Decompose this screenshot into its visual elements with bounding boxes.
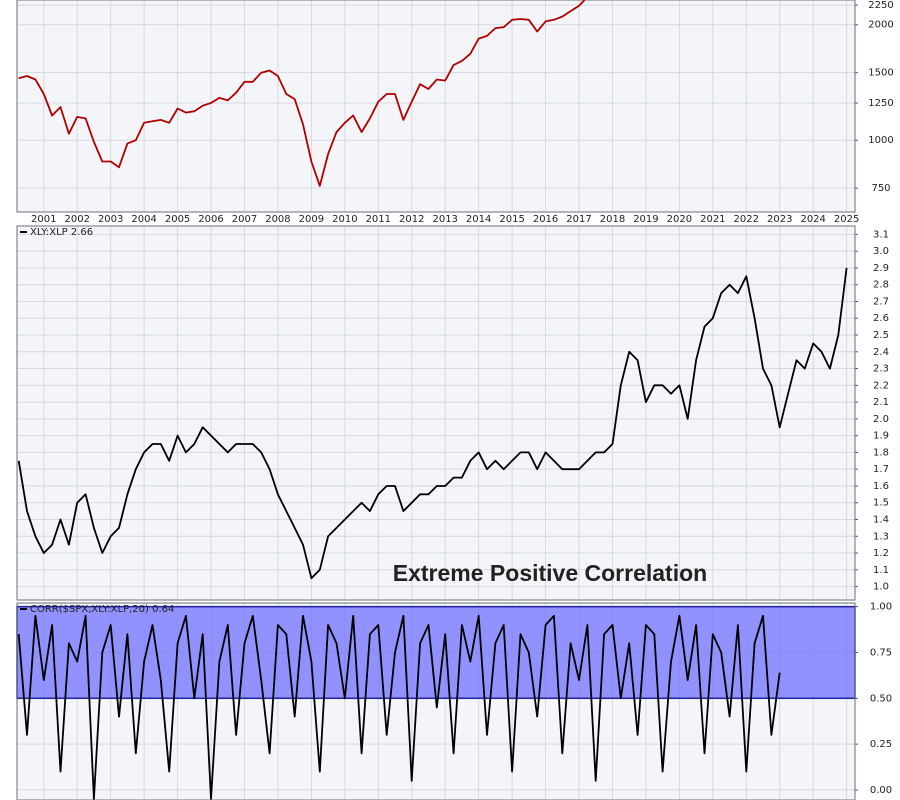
- y-tick-label: 1250: [868, 98, 893, 109]
- x-tick-label: 2001: [31, 214, 56, 225]
- legend-label: XLY:XLP 2.66: [30, 227, 93, 238]
- y-tick-label: 2.2: [873, 380, 889, 391]
- panel-border: [16, 602, 856, 800]
- annotation: Extreme Positive Correlation: [393, 560, 707, 586]
- y-tick-label: 2.6: [873, 313, 889, 324]
- x-tick-label: 2020: [667, 214, 692, 225]
- x-tick-label: 2010: [332, 214, 357, 225]
- x-tick-label: 2014: [466, 214, 491, 225]
- y-tick-label: 2.5: [873, 330, 889, 341]
- x-tick-label: 2017: [566, 214, 591, 225]
- x-tick-label: 2013: [432, 214, 457, 225]
- y-tick-label: 2.0: [873, 414, 889, 425]
- legend-label: CORR($SPX,XLY:XLP,20) 0.64: [30, 604, 174, 615]
- x-tick-label: 2005: [165, 214, 190, 225]
- x-tick-label: 2025: [834, 214, 859, 225]
- y-tick-label: 1.3: [873, 531, 889, 542]
- x-tick-label: 2015: [499, 214, 524, 225]
- y-tick-label: 1.2: [873, 548, 889, 559]
- y-tick-label: 1500: [868, 68, 893, 79]
- y-tick-label: 1000: [868, 135, 893, 146]
- y-tick-label: 0.75: [870, 647, 892, 658]
- x-tick-label: 2016: [533, 214, 558, 225]
- y-tick-label: 2.3: [873, 364, 889, 375]
- x-tick-label: 2009: [299, 214, 324, 225]
- y-tick-label: 0.50: [870, 693, 892, 704]
- plot-background: [17, 0, 855, 212]
- x-tick-label: 2004: [131, 214, 156, 225]
- x-tick-label: 2019: [633, 214, 658, 225]
- y-tick-label: 1.8: [873, 447, 889, 458]
- y-tick-label: 2000: [868, 20, 893, 31]
- x-tick-label: 2024: [800, 214, 825, 225]
- x-tick-label: 2007: [232, 214, 257, 225]
- x-tick-label: 2022: [734, 214, 759, 225]
- panel-border: [16, 0, 856, 213]
- x-tick-label: 2023: [767, 214, 792, 225]
- y-tick-label: 1.0: [873, 582, 889, 593]
- y-tick-label: 2.8: [873, 280, 889, 291]
- x-tick-label: 2021: [700, 214, 725, 225]
- y-tick-label: 0.25: [870, 739, 892, 750]
- y-tick-label: 2.9: [873, 263, 889, 274]
- y-tick-label: 1.9: [873, 431, 889, 442]
- y-tick-label: 1.5: [873, 498, 889, 509]
- x-tick-label: 2002: [64, 214, 89, 225]
- y-tick-label: 3.0: [873, 246, 889, 257]
- y-tick-label: 1.7: [873, 464, 889, 475]
- x-tick-label: 2011: [366, 214, 391, 225]
- y-tick-label: 2.1: [873, 397, 889, 408]
- y-tick-label: 2.4: [873, 347, 889, 358]
- x-tick-label: 2012: [399, 214, 424, 225]
- y-tick-label: 750: [871, 183, 890, 194]
- y-tick-label: 1.6: [873, 481, 889, 492]
- y-tick-label: 1.00: [870, 602, 892, 613]
- x-tick-label: 2003: [98, 214, 123, 225]
- y-tick-label: 1.4: [873, 514, 889, 525]
- y-tick-label: 0.00: [870, 785, 892, 796]
- x-tick-label: 2018: [600, 214, 625, 225]
- y-tick-label: 3.1: [873, 229, 889, 240]
- y-tick-label: 1.1: [873, 565, 889, 576]
- x-tick-label: 2008: [265, 214, 290, 225]
- data-line: [17, 267, 848, 580]
- x-tick-label: 2006: [198, 214, 223, 225]
- y-tick-label: 2250: [868, 0, 893, 11]
- panel-border: [16, 225, 856, 601]
- y-tick-label: 2.7: [873, 296, 889, 307]
- data-line: [18, 0, 586, 187]
- data-line: [17, 614, 781, 800]
- plot-background: [17, 226, 855, 600]
